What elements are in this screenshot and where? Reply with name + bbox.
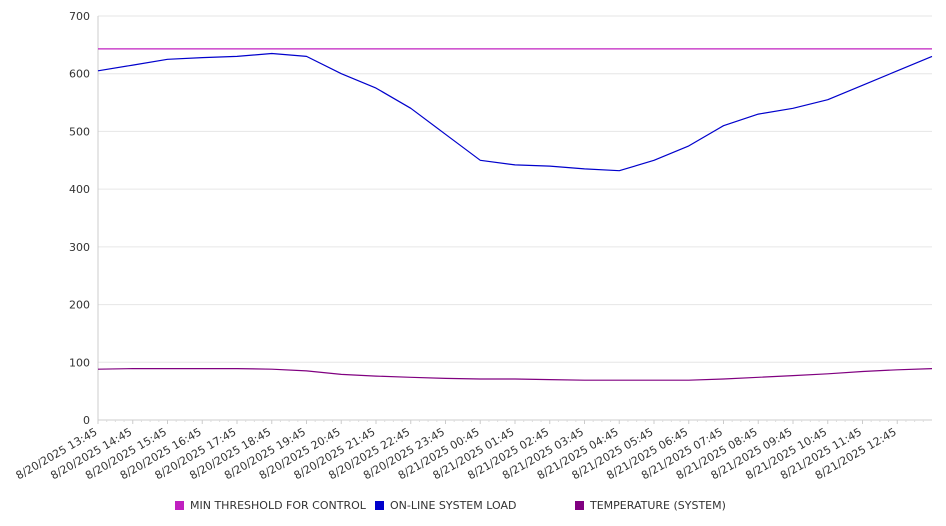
series-line-system-load [97, 52, 933, 172]
legend-label-min-threshold: MIN THRESHOLD FOR CONTROL [190, 499, 366, 512]
legend-swatch-min-threshold [175, 501, 184, 510]
y-tick-label: 100 [69, 356, 90, 369]
y-tick-label: 600 [69, 68, 90, 81]
series-lines [97, 48, 933, 381]
legend-swatch-temperature [575, 501, 584, 510]
legend-item-temperature[interactable]: TEMPERATURE (SYSTEM) [575, 499, 726, 512]
y-tick-label: 500 [69, 125, 90, 138]
y-tick-label: 200 [69, 299, 90, 312]
legend-item-min-threshold[interactable]: MIN THRESHOLD FOR CONTROL [175, 499, 366, 512]
grid-lines [98, 15, 932, 363]
axes [97, 16, 932, 424]
y-tick-label: 300 [69, 241, 90, 254]
legend: MIN THRESHOLD FOR CONTROL ON-LINE SYSTEM… [0, 497, 946, 515]
legend-swatch-system-load [375, 501, 384, 510]
legend-label-temperature: TEMPERATURE (SYSTEM) [590, 499, 726, 512]
series-line-temperature [97, 368, 933, 381]
x-tick-labels: 8/20/2025 13:458/20/2025 14:458/20/2025 … [14, 425, 899, 482]
y-tick-label: 700 [69, 10, 90, 23]
legend-label-system-load: ON-LINE SYSTEM LOAD [390, 499, 517, 512]
y-tick-label: 400 [69, 183, 90, 196]
y-tick-labels: 0 100 200 300 400 500 600 700 [69, 10, 90, 427]
y-tick-label: 0 [83, 414, 90, 427]
legend-item-system-load[interactable]: ON-LINE SYSTEM LOAD [375, 499, 516, 512]
